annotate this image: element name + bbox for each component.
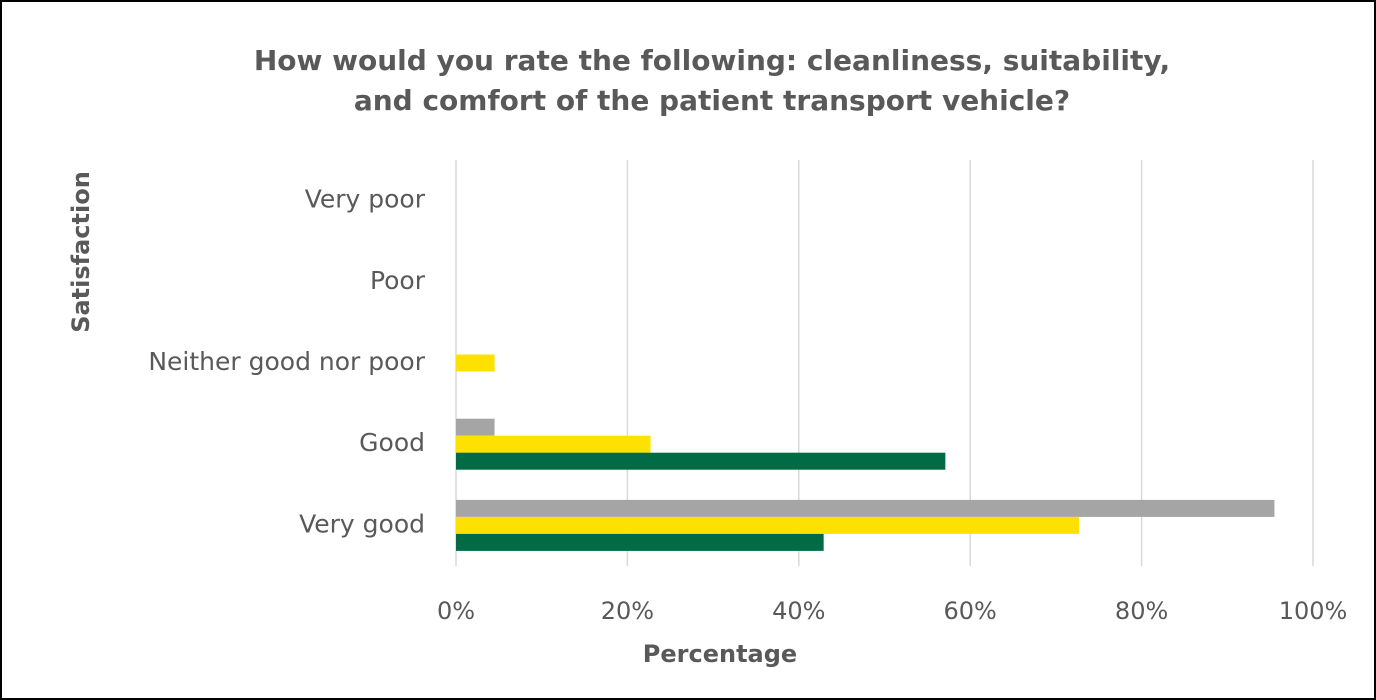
y-tick-label: Neither good nor poor (148, 347, 425, 376)
bar (456, 418, 495, 436)
bar (456, 499, 1275, 517)
x-tick-label: 80% (1115, 597, 1168, 625)
y-tick-label: Good (359, 428, 425, 457)
x-tick-label: 0% (437, 597, 475, 625)
bar (456, 452, 946, 470)
bar (456, 516, 1080, 534)
x-tick-label: 60% (944, 597, 997, 625)
x-axis-label: Percentage (643, 640, 797, 668)
y-tick-label: Very good (299, 509, 425, 538)
chart-title: and comfort of the patient transport veh… (354, 84, 1070, 117)
y-tick-label: Very poor (305, 185, 426, 214)
chart-title: How would you rate the following: cleanl… (254, 44, 1170, 77)
bar (456, 354, 495, 372)
y-tick-label: Poor (370, 266, 426, 295)
bar (456, 533, 824, 551)
y-axis-label: Satisfaction (67, 171, 95, 333)
x-tick-label: 100% (1279, 597, 1348, 625)
bar (456, 435, 651, 453)
x-tick-label: 40% (772, 597, 825, 625)
x-tick-label: 20% (601, 597, 654, 625)
